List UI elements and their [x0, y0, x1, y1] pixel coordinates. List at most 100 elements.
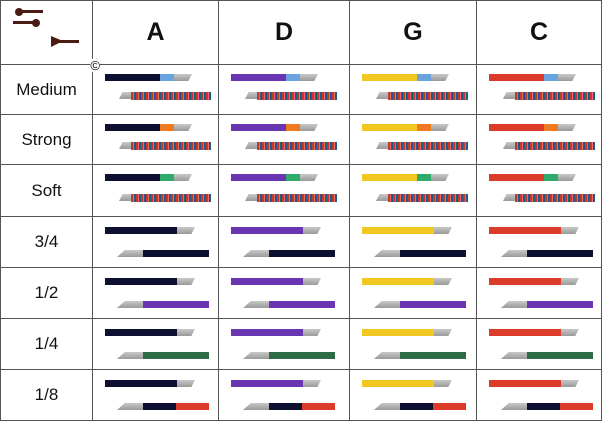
bottom-tip — [117, 403, 143, 410]
string-coil — [257, 194, 337, 202]
string-tip — [177, 329, 195, 336]
string-cell-D — [218, 318, 350, 370]
string-cell-D — [218, 164, 350, 217]
string-coil — [257, 92, 337, 100]
bottom-tip — [243, 403, 269, 410]
bottom-string-segment — [399, 250, 466, 257]
string-cell-G — [348, 216, 477, 268]
string-coil — [387, 142, 468, 150]
string-cell-C — [475, 164, 602, 217]
coil-tip — [375, 92, 388, 99]
column-header-A: A — [92, 0, 219, 65]
string-ring — [416, 74, 431, 81]
coil-tip — [245, 142, 257, 149]
string-cell-D — [218, 216, 350, 268]
row-label: 1/8 — [0, 369, 93, 421]
bottom-tip — [243, 301, 269, 308]
bottom-tip — [373, 352, 400, 359]
string-tip — [433, 380, 452, 387]
string-body — [488, 124, 544, 131]
coil-tip — [119, 142, 131, 149]
string-cell-D — [218, 267, 350, 319]
string-tip — [174, 74, 192, 81]
string-body — [488, 74, 544, 81]
string-ring — [416, 124, 431, 131]
string-tip — [430, 124, 449, 131]
coil-tip — [502, 194, 515, 201]
string-body — [105, 380, 177, 387]
string-tip — [433, 278, 452, 285]
string-cell-C — [475, 267, 602, 319]
string-body — [231, 174, 286, 181]
string-tip — [557, 174, 576, 181]
string-body — [231, 278, 303, 285]
row-label: 1/2 — [0, 267, 93, 319]
bottom-tip — [373, 403, 400, 410]
string-coil — [514, 194, 595, 202]
string-tip — [560, 227, 579, 234]
string-cell-A — [92, 318, 219, 370]
string-ring — [286, 174, 300, 181]
row-label: Soft — [0, 164, 93, 217]
string-tip — [174, 124, 192, 131]
string-coil — [387, 92, 468, 100]
bottom-tip — [500, 250, 527, 257]
string-coil — [514, 142, 595, 150]
bottom-string-segment — [526, 403, 560, 410]
coil-tip — [245, 194, 257, 201]
row-label: 3/4 — [0, 216, 93, 268]
string-cell-A — [92, 216, 219, 268]
bottom-string-segment — [302, 403, 335, 410]
bottom-string-segment — [143, 352, 209, 359]
coil-tip — [375, 194, 388, 201]
coil-tip — [119, 92, 131, 99]
string-body — [488, 174, 544, 181]
row-label: Medium — [0, 64, 93, 115]
string-tip — [177, 380, 195, 387]
bottom-tip — [373, 301, 400, 308]
bottom-string-segment — [399, 352, 466, 359]
string-coil — [257, 142, 337, 150]
bottom-tip — [500, 352, 527, 359]
string-tip — [177, 278, 195, 285]
string-body — [488, 227, 561, 234]
string-cell-D — [218, 114, 350, 165]
corner-cell: © — [0, 0, 100, 73]
string-body — [361, 124, 417, 131]
string-tip — [430, 74, 449, 81]
column-header-C: C — [475, 0, 602, 65]
string-tip — [560, 380, 579, 387]
string-cell-G — [348, 369, 477, 421]
string-body — [361, 278, 434, 285]
bottom-tip — [373, 250, 400, 257]
string-tip — [303, 278, 321, 285]
string-body — [361, 329, 434, 336]
string-body — [105, 227, 177, 234]
string-cell-C — [475, 64, 602, 115]
string-body — [361, 174, 417, 181]
string-cell-C — [475, 318, 602, 370]
coil-tip — [119, 194, 131, 201]
coil-tip — [375, 142, 388, 149]
coil-tip — [502, 142, 515, 149]
string-ring — [160, 124, 174, 131]
string-cell-A — [92, 267, 219, 319]
string-cell-C — [475, 369, 602, 421]
string-ring — [543, 124, 558, 131]
string-cell-G — [348, 318, 477, 370]
string-coil — [131, 142, 211, 150]
string-body — [231, 329, 303, 336]
bottom-string-segment — [269, 250, 335, 257]
string-ring — [286, 74, 300, 81]
string-tip — [303, 227, 321, 234]
string-tip — [300, 74, 318, 81]
bottom-tip — [500, 403, 527, 410]
string-ring — [543, 74, 558, 81]
bottom-string-segment — [526, 250, 593, 257]
coil-tip — [502, 92, 515, 99]
string-cell-G — [348, 114, 477, 165]
bottom-tip — [117, 301, 143, 308]
string-ring — [160, 174, 174, 181]
